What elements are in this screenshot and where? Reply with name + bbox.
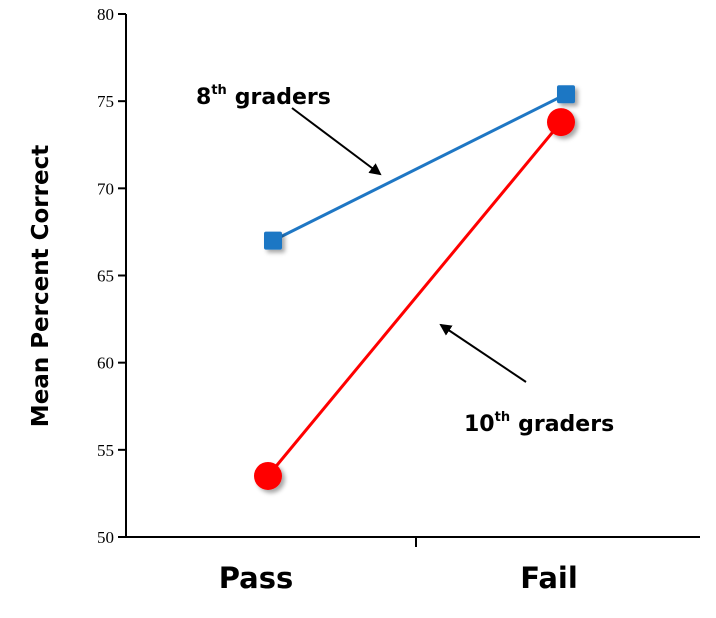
data-point-circle [254, 461, 282, 490]
x-category-label: Pass [219, 561, 294, 595]
y-tick-label: 50 [97, 528, 114, 547]
x-category-labels: Pass Fail [219, 561, 578, 595]
series-2 [254, 108, 575, 490]
annotation-8th-sup: th [211, 83, 226, 98]
y-tick-label: 55 [97, 441, 114, 460]
annotation-8th-base: 8 [196, 85, 211, 110]
x-category-label: Fail [520, 561, 578, 595]
series-group [254, 85, 575, 490]
data-point-square [557, 85, 575, 104]
y-axis-title: Mean Percent Correct [28, 145, 54, 427]
annotation-10th-graders: 10th graders [439, 323, 614, 437]
y-tick-label: 75 [97, 92, 114, 111]
y-tick-label: 60 [97, 354, 114, 373]
annotation-8th-graders: 8th graders [196, 83, 382, 176]
y-tick-label: 65 [97, 267, 114, 286]
annotation-10th-base: 10 [464, 412, 495, 437]
series-1 [264, 85, 575, 250]
series-line [266, 121, 563, 477]
annotation-8th-arrow [291, 107, 382, 176]
data-point-circle [547, 108, 575, 137]
annotation-8th-text: graders [235, 85, 331, 110]
y-tick-label: 70 [97, 179, 114, 198]
annotation-10th-sup: th [495, 410, 510, 425]
annotation-10th-text: graders [518, 412, 614, 437]
series-line [272, 92, 567, 242]
y-tick-label: 80 [97, 5, 114, 24]
y-ticks: 50 55 60 65 70 75 80 [97, 5, 126, 547]
annotation-10th-arrow [439, 323, 527, 383]
data-point-square [264, 231, 282, 250]
